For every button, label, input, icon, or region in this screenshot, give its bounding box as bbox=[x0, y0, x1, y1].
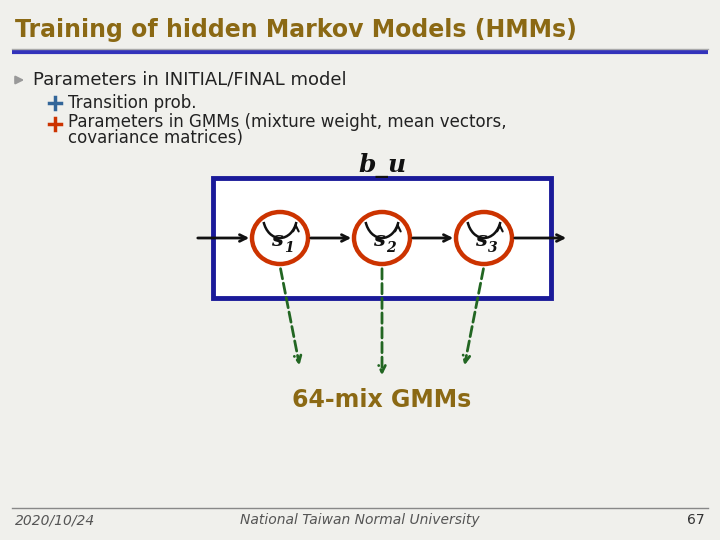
Text: b_u: b_u bbox=[358, 152, 406, 178]
Ellipse shape bbox=[252, 212, 308, 264]
Text: Parameters in GMMs (mixture weight, mean vectors,: Parameters in GMMs (mixture weight, mean… bbox=[68, 113, 507, 131]
Text: Parameters in INITIAL/FINAL model: Parameters in INITIAL/FINAL model bbox=[33, 71, 346, 89]
Text: 1: 1 bbox=[284, 241, 294, 255]
Text: 2020/10/24: 2020/10/24 bbox=[15, 513, 95, 527]
Text: 3: 3 bbox=[488, 241, 498, 255]
Text: National Taiwan Normal University: National Taiwan Normal University bbox=[240, 513, 480, 527]
Text: s: s bbox=[475, 230, 487, 250]
Text: s: s bbox=[271, 230, 283, 250]
Ellipse shape bbox=[456, 212, 512, 264]
Text: s: s bbox=[373, 230, 385, 250]
Ellipse shape bbox=[354, 212, 410, 264]
Text: Training of hidden Markov Models (HMMs): Training of hidden Markov Models (HMMs) bbox=[15, 18, 577, 42]
Text: 64-mix GMMs: 64-mix GMMs bbox=[292, 388, 472, 412]
Bar bbox=[213, 178, 551, 298]
Text: 2: 2 bbox=[386, 241, 396, 255]
Text: 67: 67 bbox=[688, 513, 705, 527]
Text: Transition prob.: Transition prob. bbox=[68, 94, 197, 112]
Text: covariance matrices): covariance matrices) bbox=[68, 129, 243, 147]
